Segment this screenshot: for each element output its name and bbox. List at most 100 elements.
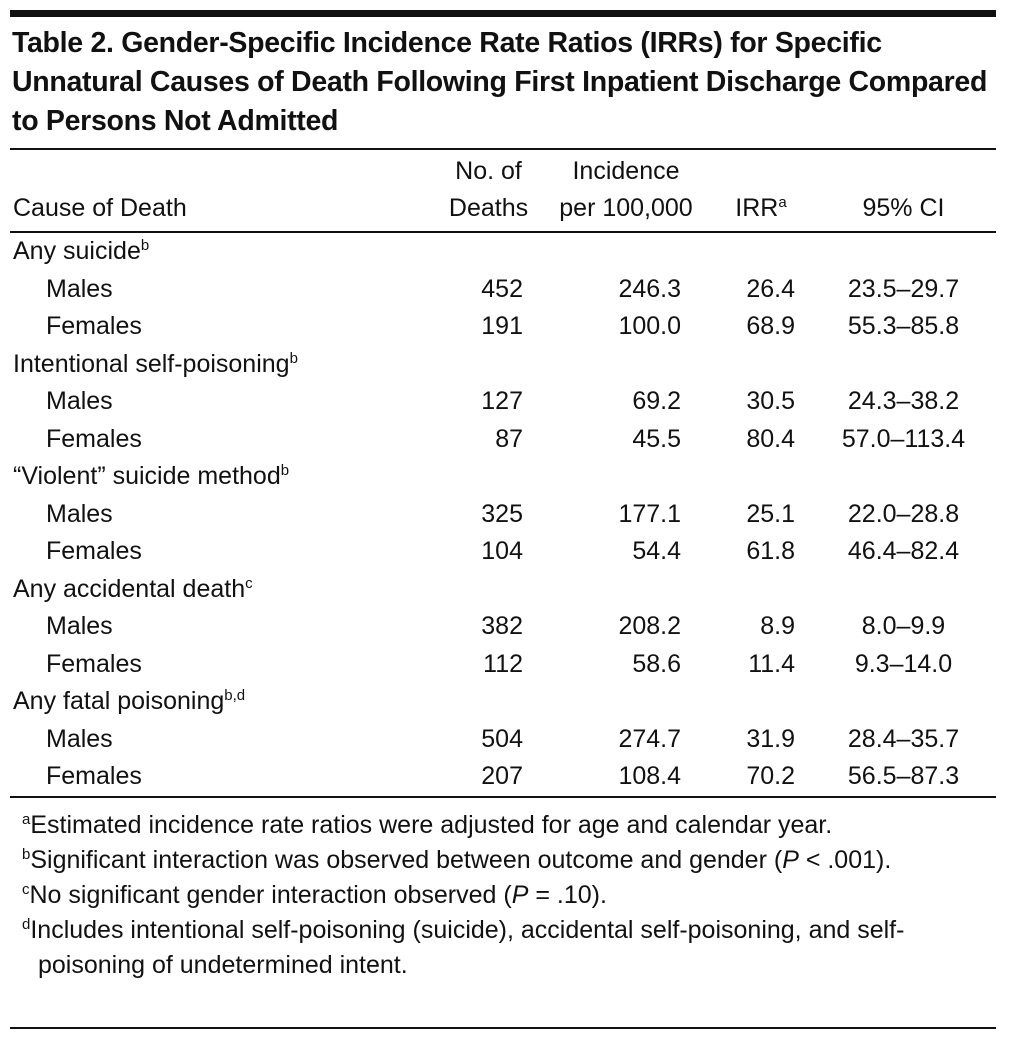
header-line: Deaths xyxy=(448,194,529,222)
data-row: Males 382 208.2 8.9 8.0–9.9 xyxy=(10,608,996,646)
data-row: Males 452 246.3 26.4 23.5–29.7 xyxy=(10,271,996,309)
footnote: cNo significant gender interaction obser… xyxy=(12,878,1002,913)
cell: 11.4 xyxy=(748,649,795,678)
footnote-text: < .001). xyxy=(798,846,892,874)
row-label: Males xyxy=(46,387,113,415)
footnote: bSignificant interaction was observed be… xyxy=(12,843,1002,878)
footnote-text: P xyxy=(782,846,799,874)
column-header: Incidence per 100,000 xyxy=(541,149,711,232)
cell: 26.4 xyxy=(746,274,795,303)
group-label-cell: Any accidental deathc xyxy=(10,571,996,609)
row-label: Females xyxy=(46,424,142,453)
cell: 24.3–38.2 xyxy=(847,387,960,415)
group-label-cell: Intentional self-poisoningb xyxy=(10,346,996,384)
cell: 68.9 xyxy=(746,312,795,340)
header-line: No. of xyxy=(455,157,522,185)
cell: 22.0–28.8 xyxy=(847,499,960,528)
row-label: Males xyxy=(46,724,113,753)
table-body: Any suicideb Males 452 246.3 26.4 23.5–29.7 Fe… xyxy=(10,232,996,797)
cell: 46.4–82.4 xyxy=(847,537,960,565)
footnote-marker: c xyxy=(22,881,30,898)
cell: 57.0–113.4 xyxy=(841,424,966,453)
group-row: Intentional self-poisoningb xyxy=(10,346,996,384)
row-label: Males xyxy=(46,499,113,528)
data-row: Females 207 108.4 70.2 56.5–87.3 xyxy=(10,758,996,797)
header-line: Incidence xyxy=(572,157,680,185)
footnote-marker: b xyxy=(289,349,298,367)
footnote-marker: a xyxy=(22,811,31,828)
bottom-rule xyxy=(10,1027,996,1029)
footnote-marker: b,d xyxy=(224,687,246,704)
column-header: Cause of Death xyxy=(10,149,436,232)
cell: 69.2 xyxy=(632,387,681,415)
cell: 28.4–35.7 xyxy=(847,724,960,753)
footnote-marker: d xyxy=(22,916,31,933)
data-row: Females 191 100.0 68.9 55.3–85.8 xyxy=(10,308,996,346)
footnote-text: P xyxy=(511,881,529,909)
group-label: Any suicide xyxy=(13,237,141,265)
group-label: Any fatal poisoning xyxy=(13,687,225,715)
cell: 25.1 xyxy=(746,499,795,528)
top-rule xyxy=(10,10,996,17)
column-header: IRRa xyxy=(711,149,811,232)
column-header: 95% CI xyxy=(811,149,996,232)
footnote-marker: b xyxy=(140,237,150,254)
cell: 45.5 xyxy=(632,424,681,453)
cell: 9.3–14.0 xyxy=(854,649,953,678)
cell: 207 xyxy=(481,762,523,790)
cell: 274.7 xyxy=(618,724,681,753)
column-header: No. of Deaths xyxy=(436,149,541,232)
footnote-text: Significant interaction was observed bet… xyxy=(30,846,783,874)
cell: 127 xyxy=(481,387,523,415)
group-row: Any accidental deathc xyxy=(10,571,996,609)
cell: 108.4 xyxy=(618,762,681,790)
footnotes: aEstimated incidence rate ratios were ad… xyxy=(12,808,1002,983)
cell: 87 xyxy=(495,424,523,453)
footnote: dIncludes intentional self-poisoning (su… xyxy=(12,913,1002,983)
footnote-text: Includes intentional self-poisoning (sui… xyxy=(30,916,905,979)
cell: 104 xyxy=(481,537,523,565)
header-row: Cause of Death No. of Deaths Incidence per 1… xyxy=(10,149,996,232)
cell: 177.1 xyxy=(618,499,681,528)
table-title: Table 2. Gender-Specific Incidence Rate … xyxy=(12,27,988,137)
group-row: Any fatal poisoningb,d xyxy=(10,683,996,721)
data-row: Males 504 274.7 31.9 28.4–35.7 xyxy=(10,721,996,759)
cell: 70.2 xyxy=(746,762,795,790)
group-label-cell: Any suicideb xyxy=(10,232,996,271)
cell: 8.9 xyxy=(760,612,795,640)
group-label-cell: “Violent” suicide methodb xyxy=(10,458,996,496)
group-label-cell: Any fatal poisoningb,d xyxy=(10,683,996,721)
footnote-text: = .10). xyxy=(528,881,607,909)
cell: 80.4 xyxy=(746,424,795,453)
group-row: “Violent” suicide methodb xyxy=(10,458,996,496)
cell: 504 xyxy=(481,724,523,753)
footnote-marker: c xyxy=(245,574,253,592)
cell: 31.9 xyxy=(746,724,795,753)
cell: 246.3 xyxy=(618,274,681,303)
cell: 8.0–9.9 xyxy=(861,612,946,640)
cell: 112 xyxy=(483,649,523,678)
data-row: Females 87 45.5 80.4 57.0–113.4 xyxy=(10,421,996,459)
cell: 382 xyxy=(481,612,523,640)
cell: 54.4 xyxy=(632,537,681,565)
cell: 30.5 xyxy=(746,387,795,415)
data-row: Males 127 69.2 30.5 24.3–38.2 xyxy=(10,383,996,421)
group-label: Intentional self-poisoning xyxy=(13,349,290,378)
footnote-marker: b xyxy=(22,846,31,863)
header-line: per 100,000 xyxy=(559,194,693,222)
header-line: 95% CI xyxy=(862,194,945,222)
footnote: aEstimated incidence rate ratios were ad… xyxy=(12,808,1002,843)
cell: 23.5–29.7 xyxy=(847,274,960,303)
row-label: Females xyxy=(46,312,142,340)
cell: 56.5–87.3 xyxy=(847,762,960,790)
cell: 452 xyxy=(481,274,523,303)
footnote-marker: b xyxy=(280,462,290,479)
cell: 61.8 xyxy=(746,537,795,565)
data-row: Females 104 54.4 61.8 46.4–82.4 xyxy=(10,533,996,571)
row-label: Females xyxy=(46,537,142,565)
group-label: “Violent” suicide method xyxy=(13,462,281,490)
cell: 325 xyxy=(481,499,523,528)
group-label: Any accidental death xyxy=(13,574,246,603)
cell: 100.0 xyxy=(618,312,681,340)
